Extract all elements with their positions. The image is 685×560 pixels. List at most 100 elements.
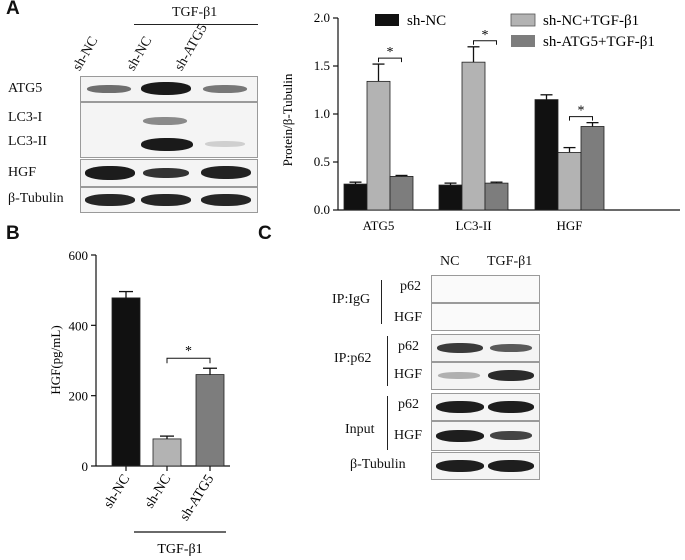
- y-axis-label: HGF(pg/mL): [48, 325, 63, 394]
- group-label: TGF-β1: [157, 542, 202, 557]
- legend-label-sh-atg5-tgf: sh-ATG5+TGF-β1: [543, 34, 655, 50]
- bar: [195, 374, 225, 467]
- panel-label-c: C: [258, 223, 272, 244]
- band: [201, 166, 251, 179]
- lane-label-nc: NC: [440, 254, 460, 269]
- band: [143, 168, 189, 178]
- band: [490, 344, 532, 352]
- row-label-hgf-igg: HGF: [394, 310, 423, 325]
- x-tick-label: ATG5: [363, 218, 395, 233]
- tgf-group-label: TGF-β1: [172, 5, 218, 20]
- bar: [438, 184, 463, 211]
- significance-star: *: [578, 104, 585, 119]
- band: [141, 138, 193, 151]
- blot-strip-lc3: [80, 102, 258, 158]
- row-label-p62-ip: p62: [398, 339, 419, 354]
- axes: 0.0 0.5 1.0 1.5 2.0 ATG5 LC3-II HGF: [314, 10, 680, 233]
- bar: [343, 183, 368, 211]
- blot-strip-tubulin: [80, 187, 258, 213]
- significance-bracket: [569, 116, 593, 121]
- row-label-p62-igg: p62: [400, 279, 421, 294]
- y-tick-label: 400: [69, 318, 89, 333]
- band: [85, 194, 135, 206]
- significance-star: *: [185, 344, 192, 359]
- legend-swatch-sh-atg5-tgf: [511, 35, 535, 47]
- bracket-ip-igg: [381, 280, 382, 324]
- band: [87, 85, 131, 93]
- label-input: Input: [345, 422, 375, 437]
- band: [201, 194, 251, 206]
- x-tick-label: sh-NC: [142, 472, 174, 511]
- band: [141, 194, 191, 206]
- legend-swatch-sh-nc: [375, 14, 399, 26]
- lane-label-3: sh-ATG5: [172, 21, 211, 74]
- bracket-input: [387, 396, 388, 450]
- lane-label-tgf: TGF-β1: [487, 254, 533, 269]
- x-tick-label: sh-NC: [101, 472, 133, 511]
- y-axis-label: Protein/β-Tubulin: [280, 73, 295, 166]
- panel-a-chart: Protein/β-Tubulin 0.0 0.5 1.0 1.5 2.0 ATG5 LC3…: [280, 10, 680, 233]
- y-tick-label: 1.0: [314, 106, 330, 121]
- band: [436, 401, 484, 413]
- blot-strip-ip-hgf: [431, 362, 540, 390]
- significance-star: *: [482, 28, 489, 43]
- band: [437, 343, 483, 353]
- blot-strip-hgf: [80, 159, 258, 187]
- band: [436, 460, 484, 472]
- band: [490, 431, 532, 440]
- y-tick-label: 0.5: [314, 154, 330, 169]
- x-tick-label: LC3-II: [455, 218, 491, 233]
- blot-strip-ip-p62: [431, 334, 540, 362]
- bracket-ip-p62: [387, 336, 388, 386]
- y-tick-label: 2.0: [314, 10, 330, 25]
- row-label-p62-input: p62: [398, 397, 419, 412]
- row-label-tubulin-c: β-Tubulin: [350, 457, 406, 472]
- blot-strip-igg-hgf: [431, 303, 540, 331]
- band: [488, 460, 534, 472]
- band: [85, 166, 135, 180]
- blot-strip-input-hgf: [431, 421, 540, 451]
- bar: [580, 126, 605, 211]
- label-ip-p62: IP:p62: [334, 351, 372, 366]
- x-tick-label: HGF: [556, 218, 582, 233]
- y-tick-label: 0: [82, 459, 89, 474]
- band: [203, 85, 247, 93]
- bars: * * *: [343, 28, 605, 211]
- row-label-lc3-ii: LC3-II: [8, 134, 47, 149]
- tgf-group-line: [134, 24, 258, 25]
- blot-strip-atg5: [80, 76, 258, 102]
- row-label-hgf-input: HGF: [394, 428, 423, 443]
- bar: [461, 61, 486, 211]
- bars: *: [111, 290, 225, 467]
- bar: [557, 151, 582, 211]
- y-tick-label: 600: [69, 248, 89, 263]
- legend-label-sh-nc: sh-NC: [407, 13, 446, 29]
- blot-strip-igg-p62: [431, 275, 540, 303]
- bar: [534, 99, 559, 211]
- band: [436, 430, 484, 442]
- band: [205, 141, 245, 147]
- legend-label-sh-nc-tgf: sh-NC+TGF-β1: [543, 13, 639, 29]
- blot-strip-input-p62: [431, 393, 540, 421]
- row-label-lc3-i: LC3-I: [8, 110, 43, 125]
- band: [488, 370, 534, 381]
- row-label-tubulin: β-Tubulin: [8, 191, 64, 206]
- bar: [389, 175, 414, 211]
- bar: [484, 182, 509, 211]
- x-tick-label: sh-ATG5: [177, 472, 217, 523]
- lane-label-2: sh-NC: [124, 34, 156, 74]
- bar: [111, 297, 141, 467]
- legend-swatch-sh-nc-tgf: [510, 13, 536, 27]
- band: [143, 117, 187, 125]
- y-tick-label: 1.5: [314, 58, 330, 73]
- blot-strip-tubulin-c: [431, 452, 540, 480]
- panel-label-a: A: [6, 0, 20, 19]
- significance-bracket: [473, 40, 497, 45]
- significance-bracket: [378, 57, 402, 63]
- band: [438, 372, 480, 379]
- y-tick-label: 0.0: [314, 202, 330, 217]
- row-label-hgf: HGF: [8, 165, 37, 180]
- panel-label-b: B: [6, 223, 20, 244]
- bar: [366, 80, 391, 211]
